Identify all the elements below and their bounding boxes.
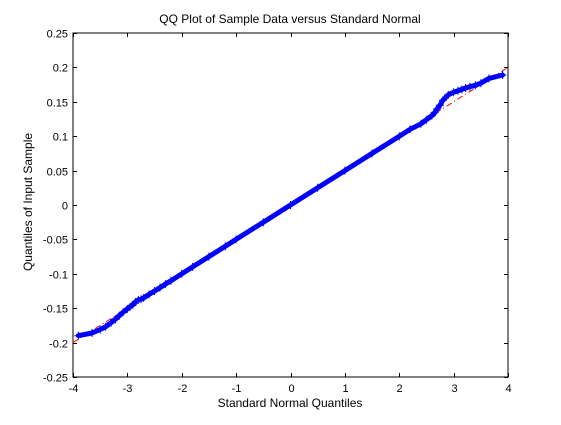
x-tick-label: 2 <box>396 383 402 395</box>
chart-title: QQ Plot of Sample Data versus Standard N… <box>159 12 420 26</box>
data-point-marker <box>166 276 175 285</box>
data-point-marker <box>88 329 96 337</box>
data-point-marker <box>436 101 444 110</box>
data-point-marker <box>406 125 415 134</box>
x-axis-label: Standard Normal Quantiles <box>218 396 363 410</box>
data-point-marker <box>368 149 377 158</box>
y-tick-label: 0.25 <box>47 29 68 41</box>
data-point-marker <box>449 88 458 97</box>
data-point-marker <box>417 119 425 128</box>
data-point-marker <box>430 108 439 117</box>
x-tick-label: -3 <box>123 383 133 395</box>
data-point-marker <box>454 86 462 95</box>
y-tick-label: -0.25 <box>43 373 68 385</box>
data-point-marker <box>313 183 322 192</box>
data-point-marker <box>259 218 268 227</box>
data-point-marker <box>139 293 148 302</box>
data-point-marker <box>74 331 83 340</box>
data-point-marker <box>204 252 213 261</box>
y-tick-label: 0 <box>62 201 68 213</box>
y-tick-label: 0.1 <box>53 132 68 144</box>
data-point-marker <box>150 287 159 295</box>
data-point-marker <box>232 235 241 244</box>
y-tick-label: -0.15 <box>43 304 68 316</box>
x-tick-label: -1 <box>232 383 242 395</box>
x-tick-label: 3 <box>451 383 457 395</box>
data-point-marker <box>457 85 466 94</box>
y-tick-label: -0.2 <box>49 339 68 351</box>
data-point-marker <box>221 242 230 251</box>
x-tick-label: 1 <box>342 383 348 395</box>
data-point-marker <box>96 325 105 334</box>
data-point-marker <box>145 290 154 299</box>
x-tick-label: -2 <box>178 383 188 395</box>
y-tick-label: -0.1 <box>49 270 68 282</box>
data-point-marker <box>340 166 349 175</box>
plot-area: -4 -3 -2 -1 0 1 2 3 4 -0.25 -0.2 -0.15 -0.1 -0.05 0 0.0… <box>43 29 512 396</box>
data-point-marker <box>476 79 485 88</box>
data-point-marker <box>444 90 453 99</box>
data-point-marker <box>498 71 507 79</box>
data-point-marker <box>395 132 404 141</box>
x-tick-label: 0 <box>288 383 294 395</box>
data-point-marker <box>286 201 295 209</box>
data-point-marker <box>188 262 197 271</box>
y-tick-label: 0.2 <box>53 63 68 75</box>
data-point-marker <box>438 96 447 105</box>
data-point-marker <box>461 84 470 92</box>
data-point-marker <box>119 308 127 317</box>
data-point-marker <box>101 322 110 331</box>
data-point-marker <box>161 280 170 289</box>
y-tick-label: 0.15 <box>47 98 68 110</box>
data-point-marker <box>177 269 186 278</box>
data-point-marker <box>115 311 124 320</box>
data-point-marker <box>422 115 431 124</box>
data-point-marker <box>485 74 493 83</box>
y-tick-label: 0.05 <box>47 167 68 179</box>
x-tick-label: -4 <box>69 383 79 395</box>
data-point-marker <box>156 283 164 292</box>
x-tick-label: 4 <box>505 383 511 395</box>
y-axis-label: Quantiles of Input Sample <box>21 133 35 271</box>
y-tick-label: -0.05 <box>43 235 68 247</box>
data-point-marker <box>465 82 474 91</box>
data-point-marker <box>111 315 120 324</box>
data-point-marker <box>107 318 116 327</box>
data-point-marker <box>471 81 480 90</box>
